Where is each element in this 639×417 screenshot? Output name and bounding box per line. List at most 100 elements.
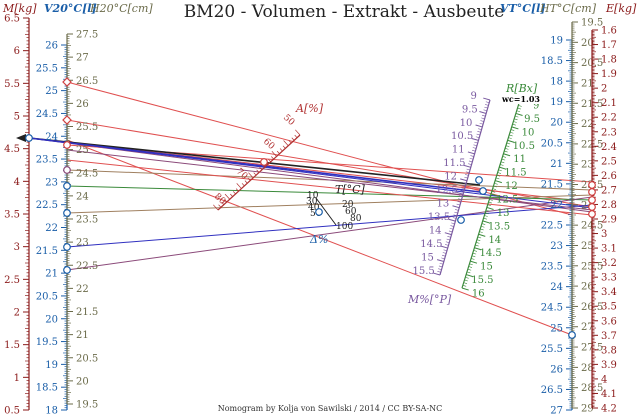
axis-m-pct-minor-tick — [481, 114, 486, 117]
axis-r-bx-minor-tick — [473, 250, 478, 252]
axis-e-kg-tick-label: 2.7 — [601, 185, 617, 196]
axis-m-pct-minor-tick — [461, 187, 465, 190]
axis-h20-tick-label: 25.5 — [76, 122, 98, 133]
axis-h20-tick-label: 22.5 — [76, 261, 98, 272]
axis-m-pct-minor-tick — [473, 144, 478, 147]
axis-m-pct-tick — [456, 191, 464, 195]
axis-m-pct-tick-label: 12.5 — [436, 185, 458, 196]
axis-r-bx-tick — [486, 206, 494, 210]
axis-m-pct-minor-tick — [447, 236, 451, 238]
reading-line — [66, 149, 593, 211]
axis-vt-tick-label: 21.5 — [541, 179, 563, 190]
axis-r-bx-tick — [474, 247, 482, 251]
axis-h20-tick-label: 27.5 — [76, 30, 98, 41]
axis-m-pct-minor-tick — [485, 101, 490, 103]
axis-r-bx-tick-label: 14 — [488, 235, 501, 246]
axis-v20-tick-label: 25 — [45, 86, 58, 97]
axis-r-bx-minor-tick — [484, 215, 488, 217]
axis-m-pct-minor-tick — [442, 252, 447, 254]
axis-r-bx-minor-tick — [514, 118, 518, 121]
axis-v20-tick-label: 22 — [45, 223, 58, 234]
labels: BM20 - Volumen - Extrakt - Ausbeute Nomo… — [2, 2, 637, 413]
axis-m-pct-tick — [452, 205, 460, 209]
axis-m-pct-minor-tick — [446, 238, 451, 241]
axis-m-kg-tick-label: 6 — [14, 46, 20, 57]
axis-a-pct-tick — [283, 140, 289, 146]
axis-r-bx-minor-tick — [493, 185, 497, 188]
axis-a-pct-tick — [291, 137, 295, 141]
axis-r-bx-minor-tick — [497, 172, 502, 174]
axis-m-pct-minor-tick — [462, 182, 467, 184]
axis-ht-tick-label: 22 — [581, 119, 594, 130]
axis-e-kg-tick-label: 2.2 — [601, 113, 617, 124]
axis-a-pct-tick — [241, 183, 245, 187]
nomogram-title: BM20 - Volumen - Extrakt - Ausbeute — [184, 2, 505, 22]
axis-m-pct-minor-tick — [449, 227, 454, 230]
axis-label-m-kg: M[kg] — [2, 2, 37, 15]
axis-a-pct-tick — [224, 199, 228, 203]
axis-r-bx-minor-tick — [468, 266, 473, 268]
axis-r-bx-minor-tick — [516, 110, 521, 113]
axis-ht-tick-label: 24 — [581, 200, 594, 211]
axis-a-pct-tick — [248, 172, 254, 179]
axis-r-bx-minor-tick — [465, 276, 469, 279]
axis-r-bx-minor-tick — [504, 150, 508, 153]
axis-r-bx-minor-tick — [496, 174, 501, 177]
marker-circle — [588, 210, 596, 218]
axis-m-pct-minor-tick — [445, 241, 450, 243]
axis-label-e-kg: E[kg] — [605, 2, 637, 15]
axis-m-pct-minor-tick — [466, 168, 471, 171]
axis-m-pct-tick-label: 15.5 — [413, 266, 435, 277]
axis-r-bx-minor-tick — [462, 285, 467, 287]
axis-r-bx-tick — [503, 153, 511, 157]
axis-m-pct-minor-tick — [477, 131, 481, 133]
axis-vt-tick-label: 18 — [550, 77, 563, 88]
axis-r-bx-tick — [499, 166, 507, 170]
marker-circle — [63, 266, 71, 274]
axis-r-bx-tick — [478, 233, 486, 237]
axis-r-bx-tick — [482, 220, 490, 224]
axis-m-pct-minor-tick — [479, 122, 484, 125]
axis-a-pct-tick — [256, 169, 260, 173]
axis-m-pct-tick-label: 11.5 — [443, 158, 465, 169]
axis-r-bx-minor-tick — [495, 177, 500, 180]
marker-circle — [457, 216, 465, 224]
axis-a-pct-tick — [230, 193, 233, 197]
axis-m-pct-tick-label: 11 — [452, 145, 465, 156]
axis-v20-tick-label: 21.5 — [36, 246, 58, 257]
axis-r-bx-minor-tick — [498, 169, 502, 172]
axis-h20-tick-label: 23 — [76, 238, 89, 249]
axis-r-bx-minor-tick — [464, 279, 468, 282]
axis-r-bx-minor-tick — [510, 129, 515, 131]
axis-ht-tick-label: 25 — [581, 241, 594, 252]
axis-r-bx-minor-tick — [506, 142, 511, 145]
axis-r-bx-tick-label: 11.5 — [504, 168, 526, 179]
axis-label-t: T[°C] — [335, 183, 366, 196]
axis-a-pct-tick — [259, 166, 263, 171]
marker-circle — [63, 243, 71, 251]
axis-a-pct-tick-label: 60 — [261, 137, 276, 152]
axis-e-kg-tick-label: 3.8 — [601, 345, 617, 356]
axis-r-bx-tick — [494, 180, 502, 184]
axis-m-kg-tick-label: 5.5 — [4, 79, 20, 90]
axis-h20-tick-label: 22 — [76, 284, 89, 295]
axis-r-bx-minor-tick — [494, 182, 498, 185]
axis-a-pct-tick — [247, 177, 251, 181]
axis-label-r-bx: R[Bx] — [505, 82, 538, 95]
axis-label-ht: HT°C[cm] — [539, 2, 597, 15]
axis-t-line — [315, 197, 337, 226]
axis-r-bx-minor-tick — [489, 199, 493, 201]
axis-e-kg-tick-label: 2.6 — [601, 171, 617, 182]
axis-ht-tick-label: 27 — [581, 322, 594, 333]
arrow-head-icon — [16, 134, 26, 142]
axis-r-bx-minor-tick — [481, 223, 486, 225]
axis-m-pct-minor-tick — [450, 225, 454, 227]
axis-m-pct-minor-tick — [452, 217, 457, 219]
axis-m-pct-minor-tick — [475, 136, 480, 138]
axis-a-pct-tick — [282, 145, 286, 149]
axis-r-bx-minor-tick — [500, 161, 505, 164]
axis-m-pct-minor-tick — [474, 141, 478, 144]
axis-m-pct-minor-tick — [448, 230, 453, 233]
axis-r-bx-minor-tick — [487, 204, 492, 207]
